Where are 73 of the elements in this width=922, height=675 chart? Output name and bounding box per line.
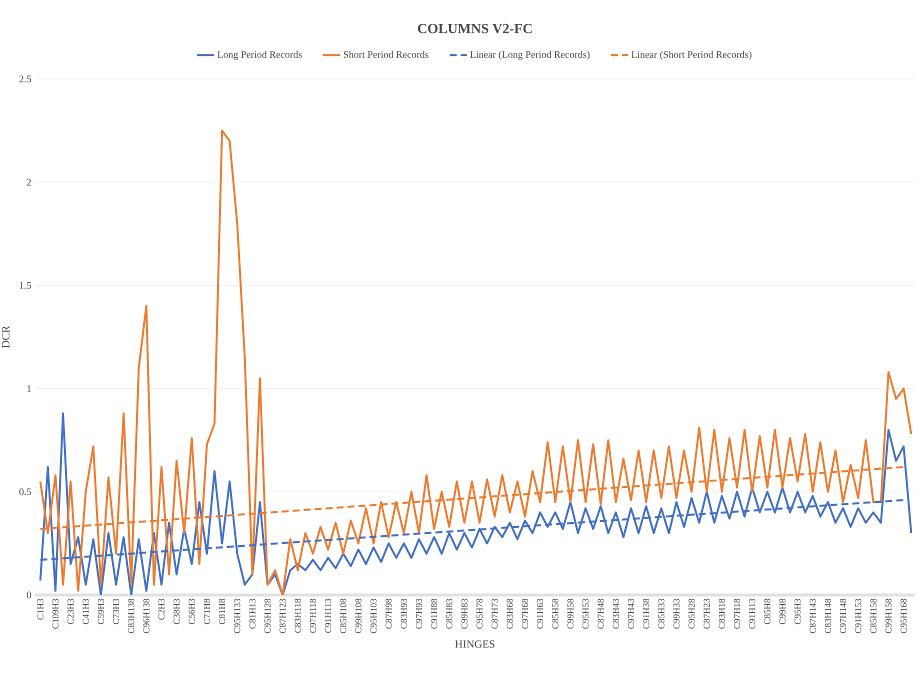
legend-label: Short Period Records — [344, 50, 428, 58]
x-tick-label: C87H123 — [280, 598, 286, 634]
x-tick-label: C81H8 — [219, 598, 226, 624]
x-tick-label: C91H113 — [325, 598, 332, 633]
x-tick-label: C97H43 — [628, 598, 634, 629]
x-tick-label: C85H158 — [870, 598, 876, 634]
chart-title: COLUMNS V2-FC — [418, 24, 532, 34]
x-tick-label: C83H18 — [718, 598, 725, 629]
x-tick-label: C87H48 — [598, 598, 604, 629]
y-tick-label: 1.5 — [20, 282, 32, 289]
x-tick-label: C1H3 — [37, 598, 44, 620]
x-tick-label: C95H3 — [794, 598, 801, 624]
x-tick-label: C91H63 — [537, 598, 544, 629]
x-tick-label: C99H33 — [673, 598, 680, 629]
legend-label: Linear (Short Period Records) — [631, 50, 752, 60]
x-tick-label: C91H153 — [855, 598, 862, 634]
y-tick-label: 1 — [27, 385, 31, 392]
x-tick-label: C83H68 — [506, 598, 513, 629]
x-tick-label: C91H13 — [749, 598, 756, 629]
x-tick-label: C23H3 — [68, 598, 74, 624]
x-tick-label: C2H3 — [158, 598, 165, 620]
line-series — [39, 412, 912, 595]
x-tick-label: C95H133 — [234, 598, 240, 634]
x-tick-label: C87H23 — [704, 598, 710, 629]
legend-label: Long Period Records — [217, 50, 302, 60]
x-tick-label: C56H3 — [188, 598, 195, 624]
x-tick-label: C85H58 — [552, 598, 558, 629]
x-tick-label: C38H3 — [174, 598, 180, 624]
x-tick-label: C95H168 — [900, 598, 907, 634]
x-tick-label: C109H3 — [52, 598, 58, 629]
x-tick-label: C83H148 — [824, 598, 831, 634]
x-tick-label: C85H83 — [446, 598, 452, 629]
x-tick-label: C99H8 — [779, 598, 786, 624]
x-tick-label: C73H3 — [113, 598, 120, 624]
x-tick-label: C95H103 — [370, 598, 377, 634]
x-tick-label: C91H88 — [431, 598, 438, 629]
x-tick-label: C85H8 — [764, 598, 770, 624]
x-axis-title: HINGES — [455, 640, 494, 648]
x-tick-label: C83H118 — [294, 598, 301, 633]
x-tick-label: C59H3 — [98, 598, 104, 624]
x-tick-label: C87H98 — [386, 598, 392, 629]
x-tick-label: C81H13 — [249, 598, 256, 629]
x-tick-label: C87H143 — [810, 598, 816, 634]
x-tick-label: C95H128 — [264, 598, 271, 634]
y-tick-label: 2.5 — [19, 76, 32, 82]
x-tick-label: C83H93 — [400, 598, 407, 629]
x-tick-label: C95H28 — [688, 598, 695, 629]
x-tick-label: C95H78 — [476, 598, 483, 629]
x-tick-label: C99H158 — [885, 598, 892, 634]
x-tick-label: C99H58 — [567, 598, 574, 629]
x-tick-label: C97H93 — [416, 598, 422, 629]
line-series — [39, 130, 912, 595]
x-tick-label: C99H83 — [461, 598, 468, 629]
x-tick-label: C96H138 — [143, 598, 150, 634]
x-tick-label: C41H3 — [82, 598, 89, 624]
x-tick-label: C91H38 — [643, 598, 650, 629]
legend-label: Linear (Long Period Records) — [470, 50, 590, 60]
x-tick-label: C87H73 — [492, 598, 498, 629]
y-tick-label: 0.5 — [19, 488, 32, 496]
x-tick-label: C95H53 — [582, 598, 589, 629]
y-tick-label: 0 — [26, 592, 32, 598]
x-tick-label: C85H108 — [340, 598, 346, 634]
x-tick-label: C97H68 — [522, 598, 528, 629]
x-tick-label: C85H33 — [658, 598, 664, 629]
x-tick-label: C99H108 — [355, 598, 362, 634]
x-tick-label: C83H43 — [612, 598, 619, 629]
x-tick-label: C71H8 — [204, 598, 210, 624]
y-tick-label: 2 — [26, 178, 31, 186]
x-tick-label: C97H18 — [734, 598, 740, 629]
y-axis-title: DCR — [2, 326, 10, 348]
x-tick-label: C97H148 — [840, 598, 846, 634]
x-tick-label: C83H138 — [128, 598, 134, 634]
x-tick-label: C97H118 — [310, 598, 316, 633]
